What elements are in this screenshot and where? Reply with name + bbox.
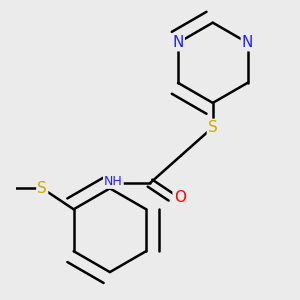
Text: O: O	[174, 190, 186, 205]
Text: NH: NH	[104, 175, 123, 188]
Text: N: N	[172, 35, 184, 50]
Text: S: S	[38, 181, 47, 196]
Text: S: S	[208, 120, 218, 135]
Text: N: N	[242, 35, 253, 50]
